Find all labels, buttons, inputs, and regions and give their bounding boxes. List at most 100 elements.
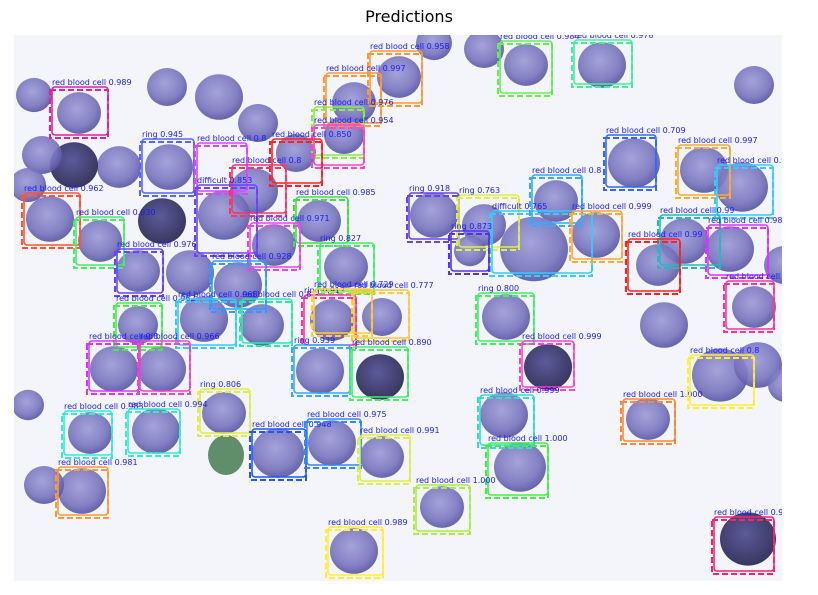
- detection-label: ring 0.827: [320, 234, 361, 243]
- detection-label: red blood cell 0.993: [717, 156, 782, 165]
- blood-cell: [195, 74, 243, 120]
- detection-box: red blood cell 0.984: [705, 216, 782, 279]
- blood-cell: [202, 392, 246, 434]
- detection-box: red blood cell 0.992: [711, 508, 782, 575]
- blood-cell: [90, 346, 138, 392]
- ground-truth-box: [197, 391, 251, 437]
- detection-label: red blood cell 0.8: [197, 134, 266, 143]
- detection-box: red blood cell 0.983: [61, 402, 144, 459]
- prediction-box: [716, 164, 774, 216]
- ground-truth-box: [413, 487, 471, 535]
- ground-truth-box: [194, 187, 258, 257]
- detection-label: ring 0.945: [142, 130, 183, 139]
- detection-label: red blood cell 0.985: [296, 188, 376, 197]
- box-layer: red blood cell 0.989 red blood cell 0.958…: [21, 35, 782, 579]
- detection-box: red blood cell 0.989: [325, 518, 408, 579]
- blood-cell: [308, 420, 356, 466]
- detection-box: red blood cell 1.000: [620, 390, 703, 445]
- blood-cell: [24, 466, 64, 504]
- blood-cell: [252, 428, 304, 478]
- ground-truth-box: [239, 301, 293, 347]
- ground-truth-box: [175, 301, 237, 349]
- ground-truth-box: [723, 283, 775, 333]
- detection-box: red blood cell 0.997: [675, 136, 758, 199]
- detection-label: ring 0.806: [200, 380, 241, 389]
- detection-box: red blood cell 0.777: [351, 281, 434, 342]
- detection-label: red blood cell 0.99: [628, 230, 703, 239]
- ground-truth-box: [114, 251, 164, 297]
- detection-label: ring 0.800: [478, 284, 519, 293]
- blood-cell: [482, 294, 530, 340]
- ground-truth-box: [61, 413, 113, 459]
- detection-label: red blood cell 0.958: [370, 42, 450, 51]
- blood-cell: [640, 302, 688, 348]
- detection-box: ring 0.800: [475, 284, 535, 345]
- detection-label: red blood cell 0.962: [116, 294, 196, 303]
- detection-label: red blood cell 0.999: [522, 332, 602, 341]
- detection-box: red blood cell 0.8: [239, 290, 311, 347]
- detection-box: red blood cell 0.971: [247, 214, 330, 271]
- prediction-box: [573, 39, 633, 85]
- prediction-box: [477, 292, 535, 342]
- detection-label: red blood cell 1.000: [488, 434, 568, 443]
- detection-label: red blood cell 0.976: [117, 240, 197, 249]
- ground-truth-box: [603, 137, 657, 191]
- detection-box: red blood cell 0.999: [569, 202, 652, 263]
- detection-label: red blood cell 0.994: [128, 400, 208, 409]
- prediction-box: [351, 346, 409, 398]
- blood-cell: [464, 35, 504, 68]
- detection-box: red blood cell 0.903: [723, 272, 782, 333]
- blood-cell: [240, 304, 284, 346]
- blood-cell: [166, 250, 214, 296]
- blood-cell: [768, 368, 782, 402]
- detection-label: red blood cell 0.903: [726, 272, 782, 281]
- ground-truth-box: [571, 42, 633, 88]
- ground-truth-box: [687, 357, 755, 409]
- detection-label: red blood cell 0.890: [352, 338, 432, 347]
- blood-cell: [410, 192, 458, 238]
- detection-label: red blood cell 0.8: [690, 346, 759, 355]
- blood-cell: [132, 408, 180, 454]
- detection-label: red blood cell 0.968: [178, 290, 258, 299]
- detection-box: red blood cell 0.981: [55, 458, 138, 519]
- blood-cell: [116, 250, 160, 292]
- detection-label: red blood cell 0.777: [354, 281, 434, 290]
- blood-cell: [500, 216, 568, 282]
- blood-cell: [716, 162, 768, 212]
- detection-box: red blood cell 0.989: [49, 78, 132, 139]
- blood-cell: [16, 77, 52, 113]
- prediction-box: [177, 298, 237, 346]
- detection-label: red blood cell 0.978: [574, 35, 654, 40]
- prediction-box: [293, 344, 351, 394]
- detection-box: red blood cell 0.8: [194, 134, 266, 195]
- detection-box: difficult 0.853: [194, 176, 258, 257]
- blood-cell: [214, 262, 262, 308]
- ground-truth-box: [125, 411, 181, 457]
- detection-label: red blood cell 0.999: [480, 386, 560, 395]
- detection-label: red blood cell 0.984: [500, 35, 580, 41]
- cell-layer: [14, 35, 782, 574]
- blood-cell: [58, 468, 106, 514]
- plot-title: Predictions: [365, 7, 453, 26]
- blood-cell: [494, 442, 546, 492]
- detection-label: red blood cell 0.992: [714, 508, 782, 517]
- ground-truth-box: [304, 421, 362, 469]
- ground-truth-box: [497, 43, 553, 97]
- blood-cell: [608, 138, 660, 188]
- blood-cell: [145, 144, 193, 190]
- detection-label: red blood cell 0.997: [678, 136, 758, 145]
- blood-cell: [238, 104, 278, 142]
- detection-label: red blood cell 0.989: [52, 78, 132, 87]
- detection-label: red blood cell 0.999: [572, 202, 652, 211]
- detection-label: red blood cell 1.000: [416, 476, 496, 485]
- blood-cell: [118, 306, 158, 344]
- ground-truth-box: [311, 127, 365, 169]
- ground-truth-box: [705, 227, 769, 279]
- ground-truth-box: [55, 469, 109, 519]
- detection-box: ring 0.873: [448, 222, 492, 275]
- ground-truth-box: [357, 437, 411, 485]
- prediction-box: [725, 280, 775, 330]
- ground-truth-box: [519, 343, 575, 391]
- blood-cell: [296, 348, 344, 394]
- ground-truth-box: [569, 213, 623, 263]
